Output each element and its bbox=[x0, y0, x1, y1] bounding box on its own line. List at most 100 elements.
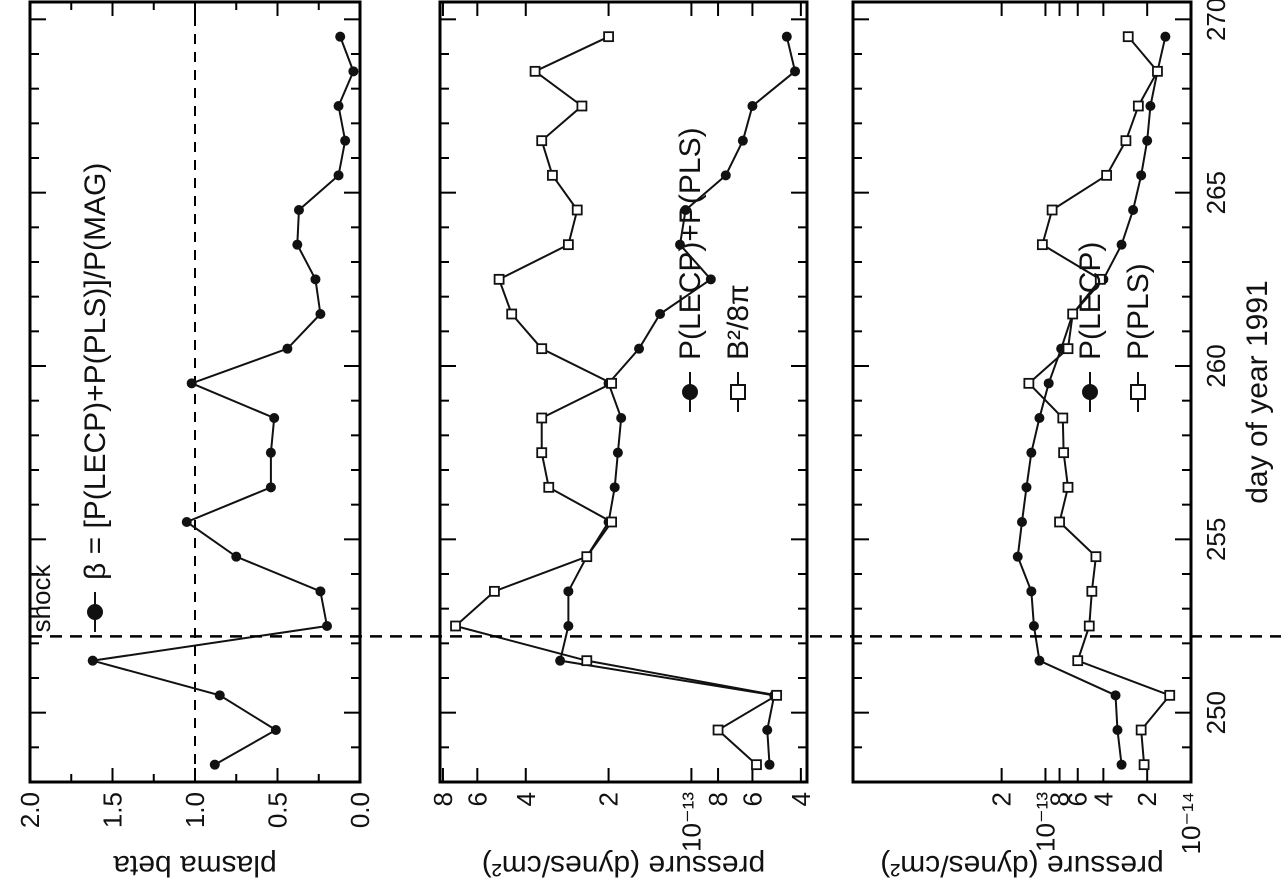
data-point bbox=[1135, 724, 1147, 736]
data-point bbox=[581, 551, 593, 563]
data-point bbox=[764, 759, 775, 770]
x-tick-label: 255 bbox=[1201, 518, 1231, 561]
data-point bbox=[1090, 551, 1102, 563]
y-tick-label: 6 bbox=[1063, 792, 1093, 806]
data-point bbox=[1083, 620, 1095, 632]
y-tick-label: 4 bbox=[511, 792, 541, 806]
data-point bbox=[1112, 725, 1123, 735]
data-point bbox=[751, 759, 762, 771]
data-point bbox=[186, 378, 197, 389]
data-point bbox=[1012, 551, 1023, 562]
y-axis-label: pressure (dynes/cm²) bbox=[880, 849, 1163, 882]
data-point bbox=[181, 517, 192, 527]
data-point bbox=[529, 65, 541, 77]
data-point bbox=[737, 135, 748, 146]
data-point bbox=[536, 343, 548, 355]
data-point bbox=[1062, 343, 1074, 355]
legend-label: β = [P(LECP)+P(PLS)]/P(MAG) bbox=[79, 163, 112, 580]
data-point bbox=[781, 31, 792, 42]
data-point bbox=[1026, 586, 1037, 597]
data-point bbox=[1026, 447, 1037, 458]
data-point bbox=[1110, 690, 1121, 701]
legend-label: B²/8π bbox=[722, 284, 755, 360]
y-tick-label: 8 bbox=[428, 792, 458, 806]
y-tick-label: 2.0 bbox=[15, 792, 45, 828]
data-point bbox=[655, 309, 666, 319]
series-line bbox=[558, 36, 797, 765]
data-point bbox=[612, 447, 623, 458]
data-point bbox=[675, 239, 686, 250]
data-point bbox=[536, 447, 548, 459]
data-point bbox=[209, 759, 220, 770]
data-point bbox=[1054, 516, 1065, 528]
data-point bbox=[1160, 31, 1171, 42]
legend-marker bbox=[1130, 384, 1146, 400]
data-point bbox=[616, 413, 627, 423]
data-point bbox=[348, 66, 359, 77]
data-point bbox=[1145, 101, 1156, 111]
data-point bbox=[1034, 413, 1045, 423]
data-point bbox=[562, 239, 574, 251]
data-point bbox=[292, 239, 303, 250]
data-point bbox=[576, 100, 588, 112]
data-point bbox=[1036, 239, 1048, 251]
data-point bbox=[1028, 621, 1039, 631]
y-tick-label: 2 bbox=[594, 792, 624, 806]
data-point bbox=[1128, 205, 1139, 215]
data-point bbox=[747, 101, 758, 111]
data-point bbox=[1120, 135, 1132, 147]
plot-frame bbox=[851, 0, 1193, 784]
data-point bbox=[333, 101, 344, 111]
y-tick-label: 1.5 bbox=[98, 792, 128, 828]
data-point bbox=[315, 586, 326, 597]
data-point bbox=[1152, 65, 1163, 77]
data-point bbox=[1058, 447, 1070, 459]
data-point bbox=[1094, 273, 1106, 285]
data-point bbox=[1046, 204, 1058, 216]
data-point bbox=[506, 308, 518, 320]
data-point bbox=[231, 551, 242, 562]
y-tick-label: 8 bbox=[703, 792, 733, 806]
data-point bbox=[720, 170, 731, 181]
x-tick-label: 260 bbox=[1201, 344, 1231, 387]
data-point bbox=[1136, 170, 1147, 181]
data-point bbox=[1132, 100, 1144, 112]
data-point bbox=[712, 724, 724, 736]
data-point bbox=[680, 205, 691, 215]
data-point bbox=[265, 482, 276, 493]
data-point bbox=[310, 274, 321, 285]
y-tick-label: 8 bbox=[1045, 792, 1075, 806]
x-tick-label: 265 bbox=[1201, 171, 1231, 214]
y-tick-label: 0.5 bbox=[263, 792, 293, 828]
series-line bbox=[1016, 36, 1167, 765]
data-point bbox=[555, 655, 566, 666]
data-point bbox=[315, 309, 326, 319]
data-point bbox=[333, 170, 344, 181]
data-point bbox=[547, 169, 558, 181]
data-point bbox=[87, 655, 98, 666]
legend-label: P(LECP)+P(PLS) bbox=[674, 127, 707, 360]
data-point bbox=[340, 135, 351, 146]
data-point bbox=[581, 655, 593, 667]
data-point bbox=[1072, 655, 1084, 667]
y-tick-label: 6 bbox=[462, 792, 492, 806]
data-point bbox=[493, 273, 505, 285]
data-point bbox=[536, 135, 548, 147]
series-line bbox=[1027, 36, 1172, 765]
data-point bbox=[214, 690, 225, 701]
data-point bbox=[270, 725, 281, 735]
panel-top: 0.0 0.5 1.0 1.5 2.0 plasma beta β = [P(LECP)+P… bbox=[15, 0, 375, 882]
data-point bbox=[1116, 759, 1127, 770]
data-point bbox=[571, 204, 583, 216]
y-tick-label: 4 bbox=[1088, 792, 1118, 806]
data-point bbox=[1122, 31, 1134, 43]
data-point bbox=[1016, 517, 1027, 527]
data-point bbox=[606, 377, 618, 389]
y-tick-label: 1.0 bbox=[180, 792, 210, 828]
data-point bbox=[1034, 655, 1045, 666]
